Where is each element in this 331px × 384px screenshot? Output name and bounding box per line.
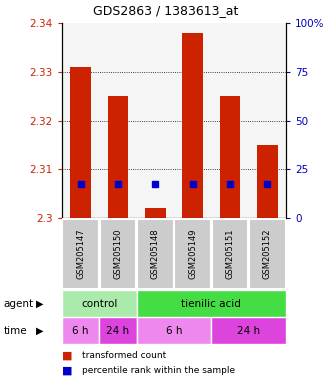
FancyBboxPatch shape	[62, 317, 99, 344]
Text: time: time	[3, 326, 27, 336]
FancyBboxPatch shape	[137, 317, 211, 344]
FancyBboxPatch shape	[62, 219, 99, 290]
Text: 24 h: 24 h	[107, 326, 129, 336]
Text: agent: agent	[3, 299, 33, 309]
Text: transformed count: transformed count	[82, 351, 166, 360]
Bar	[257, 145, 278, 218]
Text: tienilic acid: tienilic acid	[181, 299, 241, 309]
Text: GSM205150: GSM205150	[114, 229, 122, 280]
Text: GSM205152: GSM205152	[263, 229, 272, 280]
FancyBboxPatch shape	[174, 219, 211, 290]
Text: 24 h: 24 h	[237, 326, 260, 336]
Text: ▶: ▶	[35, 326, 43, 336]
Text: GSM205151: GSM205151	[225, 229, 234, 280]
FancyBboxPatch shape	[137, 290, 286, 317]
Bar	[71, 67, 91, 218]
FancyBboxPatch shape	[99, 317, 137, 344]
Text: GDS2863 / 1383613_at: GDS2863 / 1383613_at	[93, 4, 238, 17]
Bar	[108, 96, 128, 218]
Text: GSM205149: GSM205149	[188, 229, 197, 280]
Text: percentile rank within the sample: percentile rank within the sample	[82, 366, 235, 375]
Bar	[145, 209, 166, 218]
FancyBboxPatch shape	[137, 219, 174, 290]
Text: ■: ■	[62, 350, 72, 360]
FancyBboxPatch shape	[212, 219, 248, 290]
Text: control: control	[81, 299, 118, 309]
Text: ▶: ▶	[35, 299, 43, 309]
Text: GSM205147: GSM205147	[76, 229, 85, 280]
FancyBboxPatch shape	[62, 290, 137, 317]
Text: ■: ■	[62, 365, 72, 375]
Bar	[220, 96, 240, 218]
Bar	[182, 33, 203, 218]
Text: 6 h: 6 h	[166, 326, 182, 336]
FancyBboxPatch shape	[100, 219, 136, 290]
FancyBboxPatch shape	[249, 219, 286, 290]
FancyBboxPatch shape	[211, 317, 286, 344]
Text: GSM205148: GSM205148	[151, 229, 160, 280]
Text: 6 h: 6 h	[72, 326, 89, 336]
